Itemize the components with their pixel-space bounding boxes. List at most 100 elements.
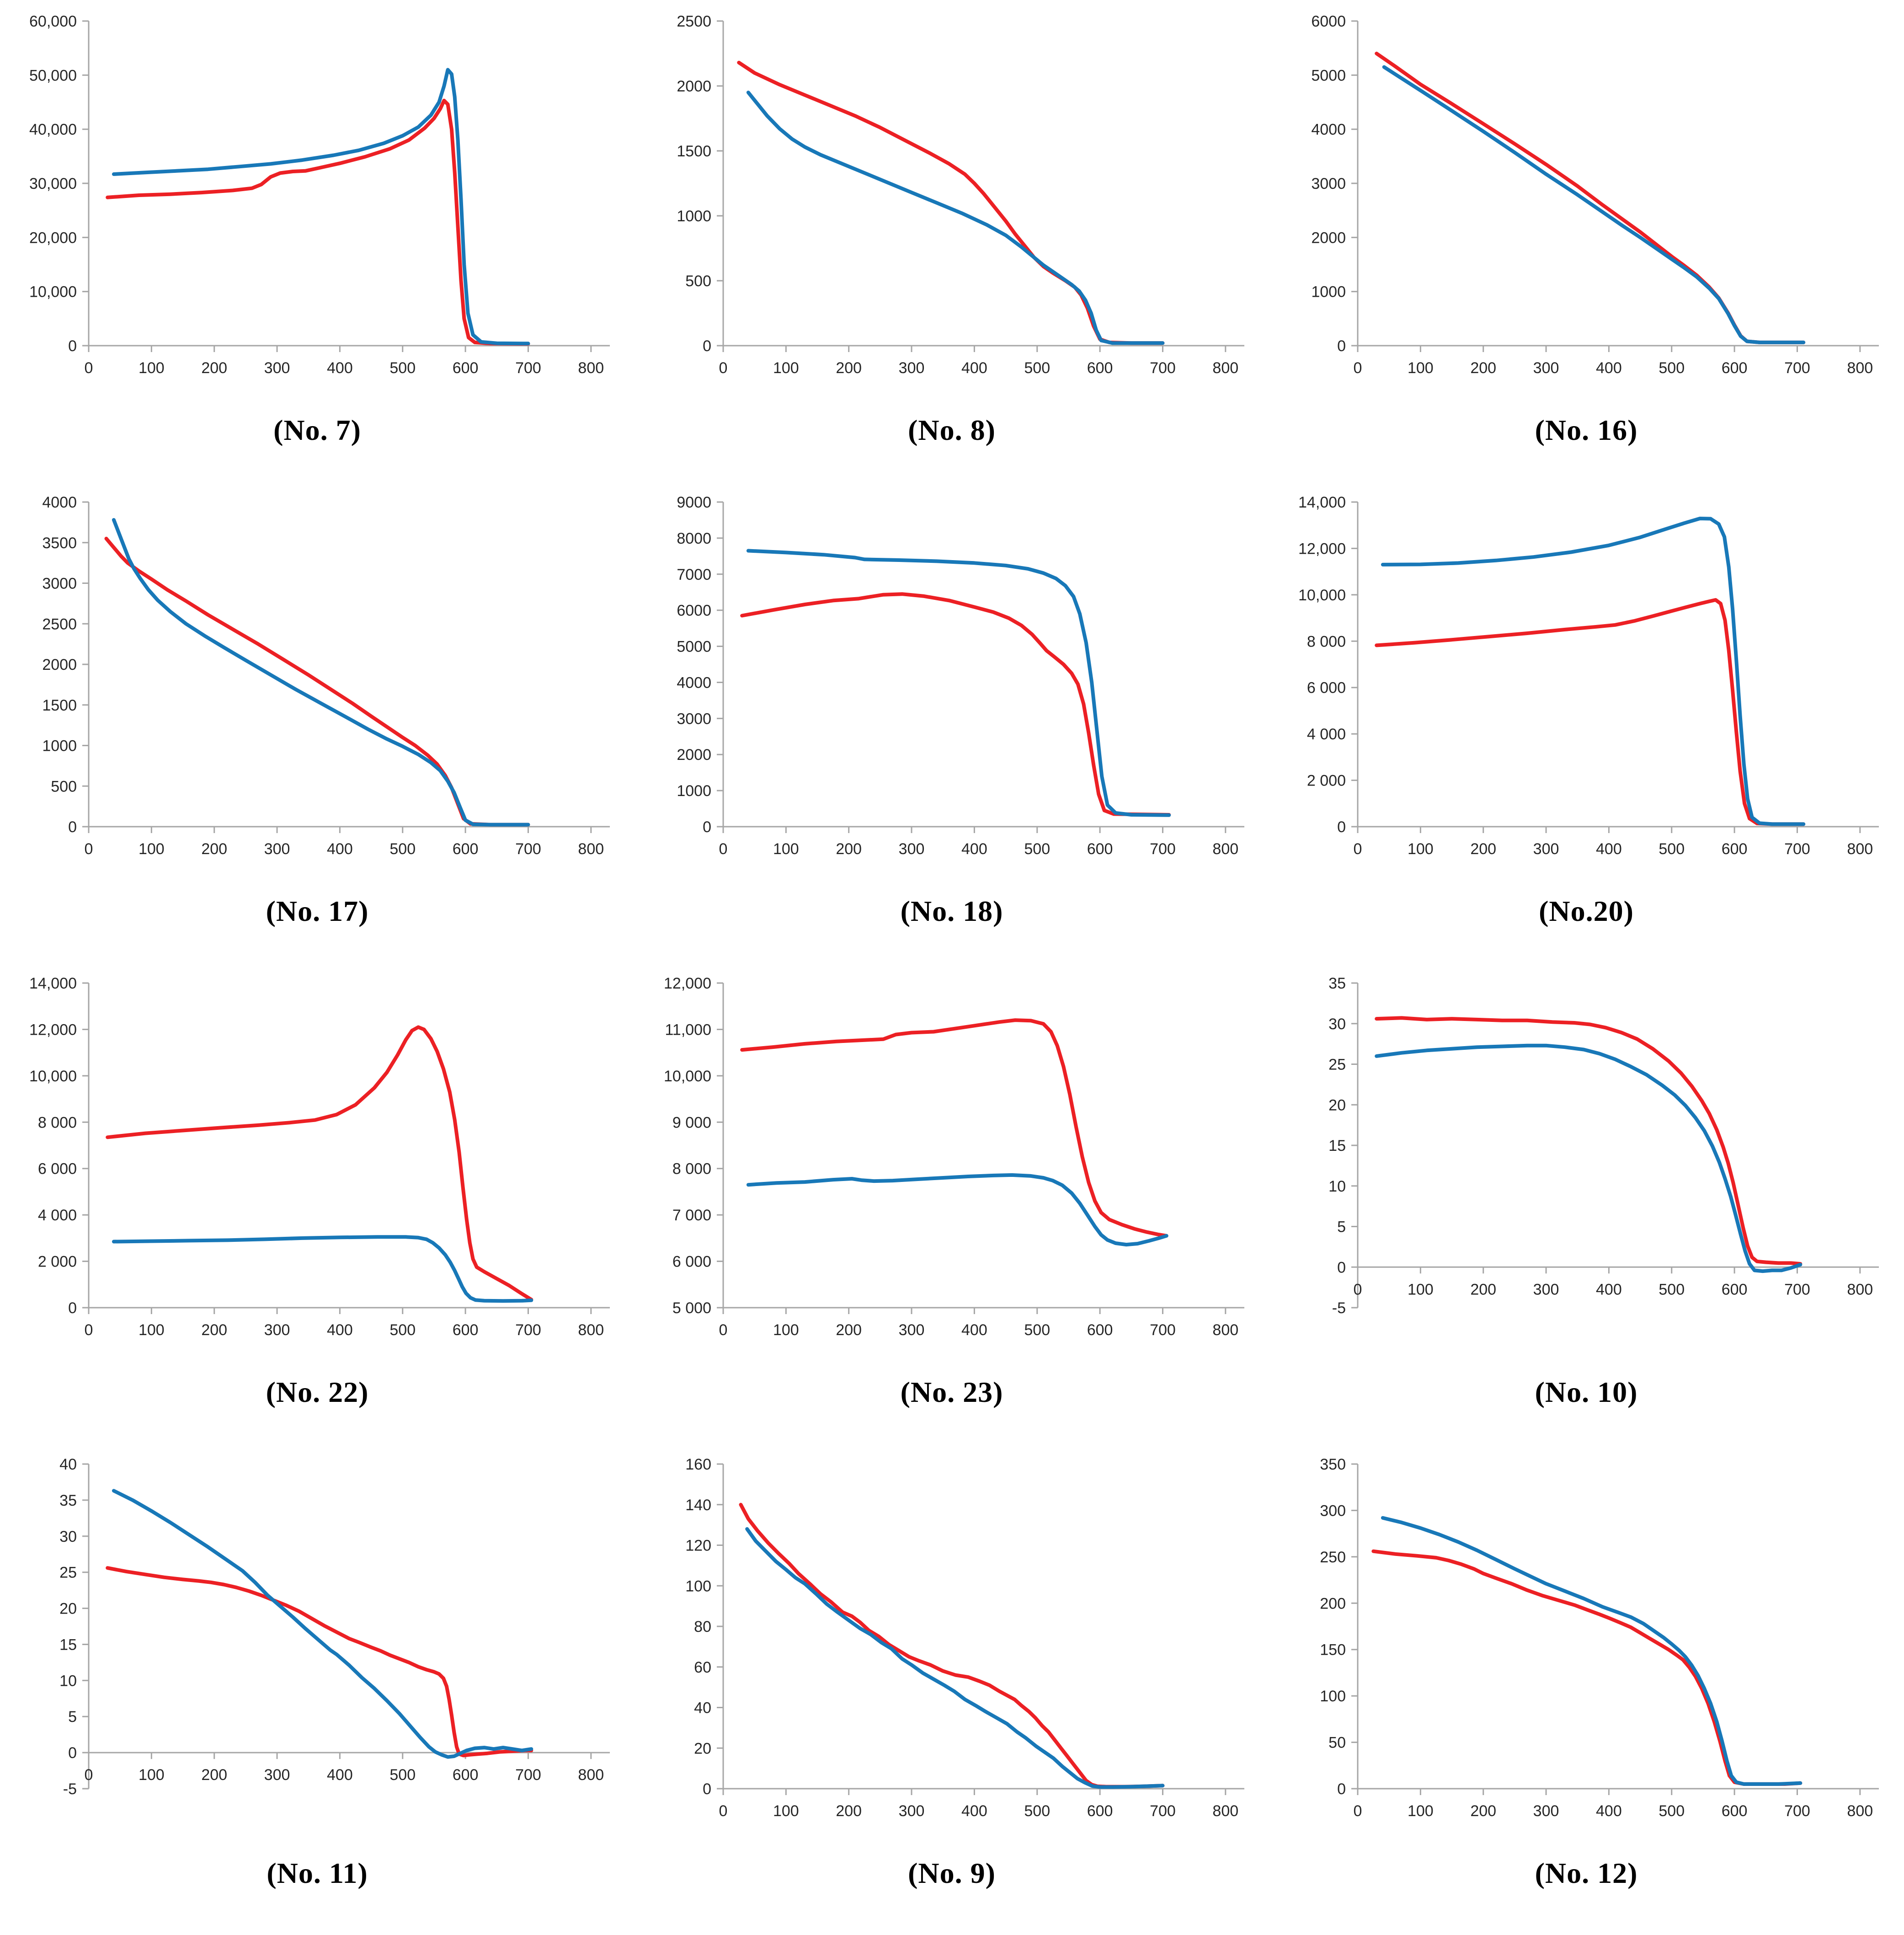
- x-tick-label: 300: [1533, 1802, 1559, 1820]
- x-tick-label: 400: [327, 840, 353, 858]
- x-tick-label: 100: [1408, 840, 1434, 858]
- y-tick-label: 35: [59, 1492, 77, 1509]
- x-tick-label: 100: [773, 359, 799, 377]
- line-chart-no12: 0 50 100 150 200 250 300 350 0 100 200 300 400 500 600…: [1320, 1456, 1879, 1820]
- y-tick-label: 2000: [1311, 229, 1346, 246]
- y-tick-label: 6000: [677, 602, 711, 620]
- x-tick-label: 300: [264, 359, 290, 377]
- x-tick-label: 600: [453, 840, 479, 858]
- x-tick-label: 400: [1596, 1802, 1622, 1820]
- chart-cell: 0 10,000 20,000 30,000 40,000 50,000 60,000 0 10…: [0, 3, 635, 484]
- line-chart-no10: -5 0 5 10 15 20 25 30 35 0 100 200 300 400 500 600 700 80…: [1328, 975, 1879, 1317]
- series-red-line: [1371, 1549, 1803, 1786]
- y-tick-label: 4 000: [38, 1207, 77, 1224]
- x-tick-label: 300: [1533, 1281, 1559, 1298]
- y-tick-label: 2000: [42, 656, 77, 674]
- x-tick-label: 800: [578, 359, 604, 377]
- chart-cell: 0 50 100 150 200 250 300 350 0 100 200 300 400 500 600…: [1269, 1446, 1904, 1927]
- x-tick-label: 300: [1533, 840, 1559, 858]
- line-chart-no18: 0 1000 2000 3000 4000 5000 6000 7000 8000 9000 0 10…: [677, 494, 1244, 858]
- line-chart-no22: 0 2 000 4 000 6 000 8 000 10,000 12,000 14,000 0…: [29, 975, 610, 1339]
- y-tick-label: 4000: [42, 494, 77, 511]
- chart-caption: (No. 22): [266, 1376, 369, 1408]
- x-tick-label: 200: [836, 840, 862, 858]
- series-red-line: [1375, 1016, 1803, 1266]
- y-tick-label: 35: [1328, 975, 1346, 992]
- chart-cell: 0 1000 2000 3000 4000 5000 6000 7000 8000 9000 0 10…: [635, 484, 1269, 965]
- chart-cell: -5 0 5 10 15 20 25 30 35 40 0 100 200 300 400 500 600 700…: [0, 1446, 635, 1927]
- y-tick-label: 10,000: [29, 283, 77, 301]
- y-tick-label: 14,000: [1298, 494, 1346, 511]
- x-tick-label: 200: [1470, 1281, 1496, 1298]
- y-tick-label: 50: [1328, 1734, 1346, 1752]
- y-tick-label: 11,000: [665, 1021, 711, 1038]
- x-tick-label: 300: [899, 359, 925, 377]
- x-tick-label: 0: [719, 1321, 728, 1339]
- y-tick-label: 14,000: [29, 975, 77, 992]
- x-tick-label: 200: [836, 1321, 862, 1339]
- x-tick-label: 200: [201, 840, 227, 858]
- y-tick-label: 100: [1320, 1688, 1346, 1705]
- y-tick-label: 9000: [677, 494, 711, 511]
- x-tick-label: 0: [1354, 840, 1362, 858]
- y-tick-label: 5: [1337, 1219, 1346, 1236]
- y-tick-label: 30,000: [29, 175, 77, 192]
- x-tick-label: 100: [139, 1766, 165, 1784]
- y-tick-label: 20: [1328, 1096, 1346, 1114]
- x-tick-label: 800: [1847, 359, 1873, 377]
- x-tick-label: 600: [453, 359, 479, 377]
- y-tick-label: 10,000: [664, 1068, 711, 1085]
- y-tick-label: 500: [51, 778, 77, 795]
- y-tick-label: 8 000: [672, 1160, 711, 1178]
- y-tick-label: 7000: [677, 566, 711, 583]
- series-blue-line: [112, 1489, 533, 1759]
- y-tick-label: 4000: [677, 674, 711, 691]
- series-blue-line: [1375, 1043, 1803, 1273]
- x-tick-label: 300: [264, 840, 290, 858]
- x-tick-label: 0: [1354, 1802, 1362, 1820]
- x-tick-label: 100: [139, 1321, 165, 1339]
- y-tick-label: 40: [694, 1700, 711, 1717]
- y-tick-label: 5000: [1311, 67, 1346, 84]
- x-tick-label: 0: [1354, 359, 1362, 377]
- x-tick-label: 600: [1722, 1281, 1748, 1298]
- y-tick-label: 250: [1320, 1549, 1346, 1566]
- y-tick-label: 1500: [677, 143, 711, 160]
- y-tick-label: 30: [1328, 1016, 1346, 1033]
- line-chart-no7: 0 10,000 20,000 30,000 40,000 50,000 60,000 0 10…: [29, 13, 610, 377]
- x-tick-label: 800: [1212, 1802, 1238, 1820]
- x-tick-label: 300: [899, 1321, 925, 1339]
- y-tick-label: 6 000: [1307, 679, 1346, 697]
- y-tick-label: 20: [694, 1740, 711, 1757]
- y-tick-label: -5: [1332, 1299, 1346, 1317]
- x-tick-label: 800: [1212, 1321, 1238, 1339]
- y-tick-label: 30: [59, 1528, 77, 1545]
- x-tick-label: 100: [773, 840, 799, 858]
- y-tick-label: 25: [1328, 1056, 1346, 1074]
- y-tick-label: 10,000: [29, 1068, 77, 1085]
- y-tick-label: 0: [1337, 1780, 1346, 1798]
- x-tick-label: 0: [1354, 1281, 1362, 1298]
- y-tick-label: 20: [59, 1600, 77, 1618]
- x-tick-label: 200: [201, 1321, 227, 1339]
- y-tick-label: 8 000: [1307, 633, 1346, 650]
- y-tick-label: 0: [68, 337, 77, 355]
- series-red-line: [106, 1566, 533, 1758]
- line-chart-no9: 0 20 40 60 80 100 120 140 160 0 100 200 300 400 500 600…: [685, 1456, 1244, 1820]
- x-tick-label: 0: [719, 840, 728, 858]
- chart-caption: (No. 8): [908, 414, 996, 446]
- x-tick-label: 300: [899, 1802, 925, 1820]
- x-tick-label: 500: [1659, 840, 1685, 858]
- y-tick-label: 0: [68, 1299, 77, 1317]
- y-tick-label: 10: [59, 1672, 77, 1689]
- y-tick-label: 0: [703, 818, 711, 836]
- x-tick-label: 100: [773, 1802, 799, 1820]
- x-tick-label: 700: [1150, 1321, 1176, 1339]
- x-tick-label: 100: [139, 840, 165, 858]
- y-tick-label: 50,000: [29, 67, 77, 84]
- y-tick-label: 60: [694, 1659, 711, 1676]
- x-tick-label: 400: [961, 359, 987, 377]
- x-tick-label: 400: [961, 840, 987, 858]
- y-tick-label: 2 000: [1307, 772, 1346, 790]
